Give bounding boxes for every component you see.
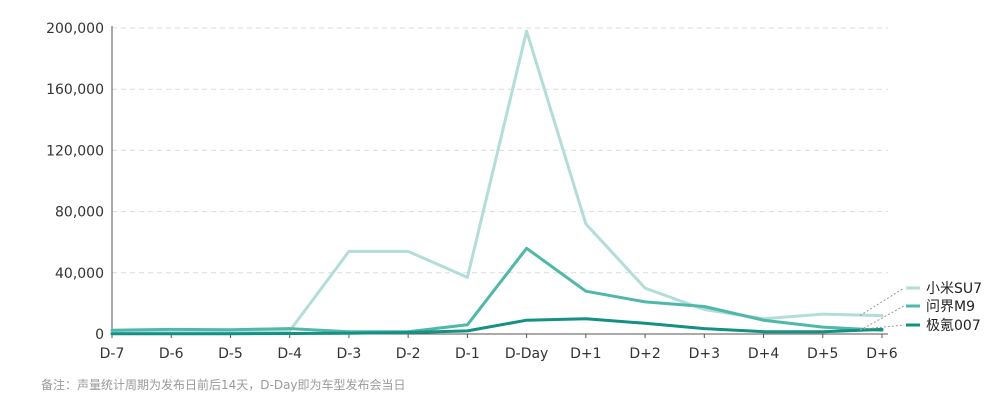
- legend-leader: [859, 287, 905, 317]
- y-tick-label: 160,000: [46, 82, 104, 98]
- x-tick-label: D+6: [866, 346, 898, 362]
- gridlines: [112, 27, 888, 274]
- legend: 小米SU7 问界M9 极氪007: [859, 281, 982, 334]
- axes: 0 40,000 80,000 120,000 160,000 200,000 D-7 D-6…: [46, 21, 898, 362]
- y-tick-label: 120,000: [46, 143, 104, 159]
- y-tick-label: 200,000: [46, 21, 104, 37]
- series-line: [110, 246, 884, 334]
- series-lines: [110, 29, 884, 336]
- y-tick-label: 0: [95, 327, 104, 343]
- legend-label: 小米SU7: [926, 281, 982, 297]
- x-tick-label: D+2: [629, 346, 660, 362]
- legend-leader: [859, 324, 905, 330]
- x-tick-label: D+4: [748, 346, 780, 362]
- x-tick-label: D-6: [159, 346, 184, 362]
- x-tick-label: D-3: [337, 346, 362, 362]
- legend-label: 问界M9: [926, 299, 975, 315]
- y-tick-label: 40,000: [55, 266, 104, 282]
- x-tick-label: D-1: [455, 346, 480, 362]
- footnote: 备注：声量统计周期为发布日前后14天，D-Day即为车型发布会当日: [41, 378, 406, 392]
- x-tick-label: D-Day: [505, 346, 548, 362]
- legend-label: 极氪007: [926, 318, 981, 334]
- series-line: [110, 317, 884, 336]
- x-tick-label: D+1: [570, 346, 601, 362]
- legend-leader: [859, 305, 905, 331]
- x-tick-label: D-2: [396, 346, 421, 362]
- x-tick-label: D-7: [100, 346, 125, 362]
- x-tick-label: D-5: [218, 346, 243, 362]
- y-tick-label: 80,000: [55, 205, 104, 221]
- x-tick-label: D-4: [277, 346, 302, 362]
- x-tick-label: D+3: [689, 346, 720, 362]
- x-tick-label: D+5: [807, 346, 838, 362]
